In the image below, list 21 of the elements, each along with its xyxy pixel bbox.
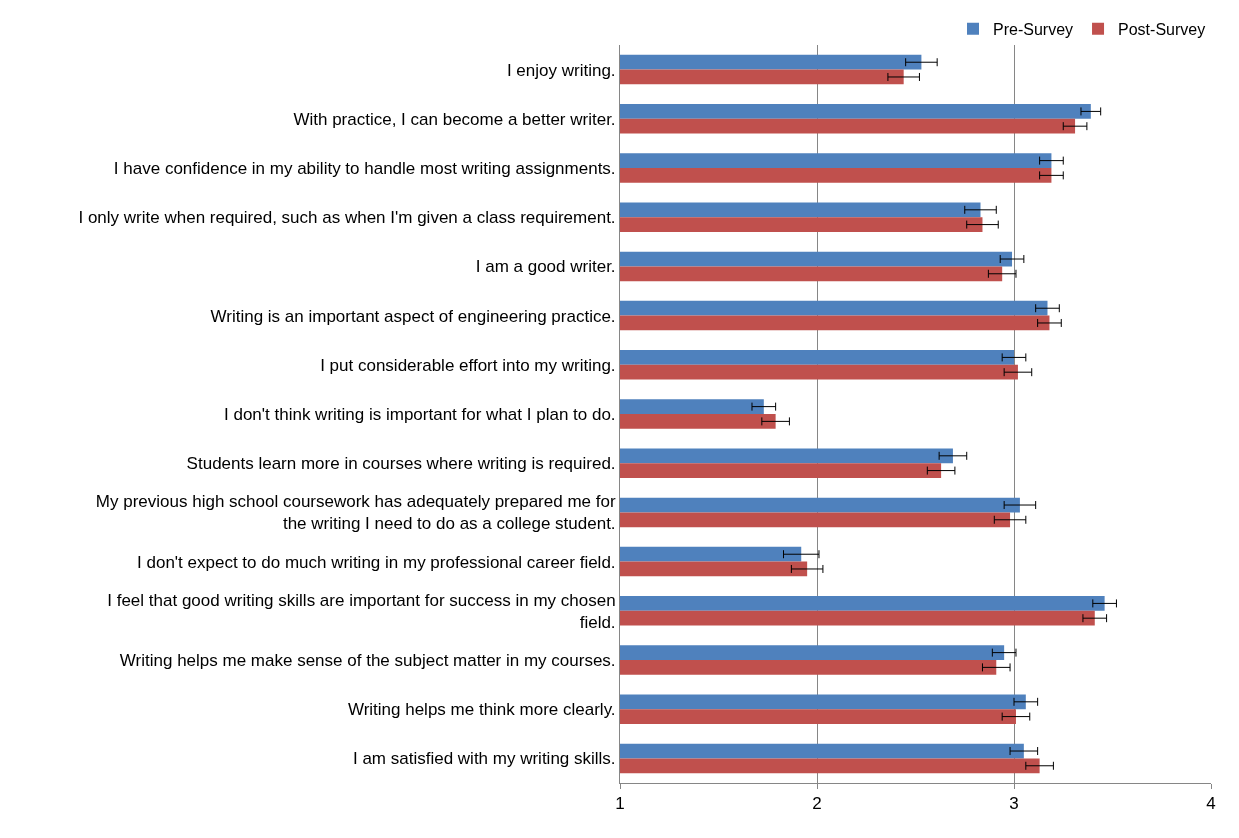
- y-tick-label: I only write when required, such as when I'm given a class requirement.: [78, 208, 616, 228]
- y-tick-label: Writing is an important aspect of engineering practice.: [210, 306, 616, 326]
- legend-label: Pre-Survey: [993, 20, 1074, 38]
- x-tick-label: 3: [1009, 794, 1019, 814]
- y-tick-label: Writing helps me think more clearly.: [347, 700, 616, 720]
- x-tick-label: 4: [1206, 794, 1216, 814]
- y-tick-label: I feel that good writing skills are important for success in my chosen field.: [107, 590, 616, 632]
- y-tick-label: I enjoy writing.: [506, 60, 616, 80]
- y-tick-label: My previous high school coursework has adequately prepared me for the writing I need to do as a college student.: [95, 492, 616, 534]
- y-tick-label: Students learn more in courses where writing is required.: [186, 454, 616, 474]
- y-tick-label: I am satisfied with my writing skills.: [352, 749, 616, 769]
- y-tick-label: I have confidence in my ability to handle most writing assignments.: [113, 158, 616, 178]
- x-tick-label: 2: [812, 794, 822, 814]
- y-tick-label: With practice, I can become a better writer.: [293, 109, 616, 129]
- y-tick-label: I don't expect to do much writing in my professional career field.: [137, 552, 616, 572]
- y-tick-label: I don't think writing is important for what I plan to do.: [223, 404, 616, 424]
- y-tick-label: Writing helps me make sense of the subject matter in my courses.: [119, 650, 616, 670]
- legend-label: Post-Survey: [1118, 20, 1206, 38]
- x-tick-label: 1: [615, 794, 625, 814]
- y-tick-label: I put considerable effort into my writing.: [320, 355, 616, 375]
- y-tick-label: I am a good writer.: [475, 257, 616, 277]
